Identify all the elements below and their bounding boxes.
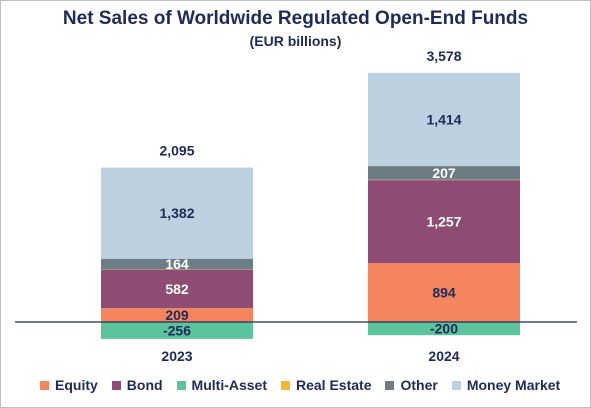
x-tick-label-2024: 2024 [428,348,459,364]
legend-item-other: Other [385,377,438,393]
data-label-multi-asset-2024: -200 [430,321,458,337]
legend-item-money-market: Money Market [451,377,561,393]
bar-multi-asset-2023 [101,322,253,339]
data-label-other-2024: 207 [432,165,456,181]
bar-bond-2024 [368,180,520,264]
data-label-equity-2023: 209 [165,307,189,323]
data-label-money-market-2023: 1,382 [159,205,194,221]
total-label-2023: 2,095 [159,143,194,159]
x-tick-label-2023: 2023 [161,348,192,364]
chart-title: Net Sales of Worldwide Regulated Open-En… [62,8,529,29]
bar-money-market-2024 [368,72,520,167]
bar-equity-2023 [101,308,253,322]
data-label-bond-2024: 1,257 [426,214,461,230]
legend-item-multi-asset: Multi-Asset [176,377,267,393]
legend-label: Bond [126,377,163,393]
total-label-2024: 3,578 [426,48,461,64]
bar-bond-2023 [101,269,253,309]
data-label-bond-2023: 582 [165,281,189,297]
legend-label: Money Market [466,377,561,393]
legend-item-real-estate: Real Estate [281,377,371,393]
legend-swatch [111,380,121,390]
legend-label: Multi-Asset [191,377,267,393]
bar-other-2024 [368,166,520,180]
chart-legend: Equity Bond Multi-Asset Real Estate Other Mon… [40,377,560,393]
legend-item-bond: Bond [111,377,163,393]
legend-label: Equity [55,377,98,393]
legend-label: Other [400,377,438,393]
chart-subtitle: (EUR billions) [249,33,342,49]
data-label-money-market-2024: 1,414 [426,111,461,127]
legend-swatch [385,380,395,390]
bar-money-market-2023 [101,167,253,259]
data-label-equity-2024: 894 [432,285,456,301]
bar-other-2023 [101,258,253,270]
legend-item-equity: Equity [40,377,98,393]
legend-swatch [281,380,290,390]
bar-multi-asset-2024 [368,322,520,336]
legend-swatch [40,380,49,390]
bar-equity-2024 [368,263,520,322]
legend-swatch [451,380,461,390]
data-label-other-2023: 164 [165,256,189,272]
legend-label: Real Estate [296,377,372,393]
data-label-multi-asset-2023: -256 [163,322,191,338]
legend-swatch [176,380,186,390]
